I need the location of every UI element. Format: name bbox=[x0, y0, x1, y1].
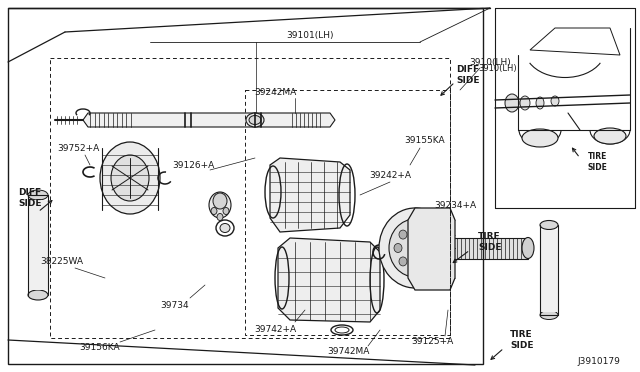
Ellipse shape bbox=[399, 230, 407, 239]
Text: 39234+A: 39234+A bbox=[434, 201, 476, 209]
Ellipse shape bbox=[399, 257, 407, 266]
Ellipse shape bbox=[211, 208, 217, 215]
Text: TIRE
SIDE: TIRE SIDE bbox=[478, 232, 502, 252]
Text: 39752+A: 39752+A bbox=[57, 144, 99, 153]
Ellipse shape bbox=[213, 193, 227, 209]
Bar bbox=[8, 8, 483, 364]
Text: TIRE
SIDE: TIRE SIDE bbox=[510, 330, 534, 350]
Ellipse shape bbox=[522, 129, 558, 147]
Text: 39156KA: 39156KA bbox=[80, 343, 120, 353]
Ellipse shape bbox=[411, 224, 419, 234]
Bar bbox=[450, 238, 528, 259]
Ellipse shape bbox=[246, 113, 264, 127]
Bar bbox=[28, 200, 48, 290]
Ellipse shape bbox=[216, 220, 234, 236]
Text: 39242MA: 39242MA bbox=[254, 87, 296, 96]
Ellipse shape bbox=[209, 192, 231, 218]
Text: TIRE
SIDE: TIRE SIDE bbox=[588, 152, 608, 172]
Polygon shape bbox=[270, 158, 350, 232]
Bar bbox=[540, 230, 558, 312]
Ellipse shape bbox=[220, 224, 230, 232]
Ellipse shape bbox=[536, 97, 544, 109]
Ellipse shape bbox=[249, 115, 261, 125]
Ellipse shape bbox=[540, 311, 558, 320]
Ellipse shape bbox=[520, 96, 530, 110]
Text: 39155KA: 39155KA bbox=[404, 135, 445, 144]
Text: 39242+A: 39242+A bbox=[369, 170, 411, 180]
Ellipse shape bbox=[551, 96, 559, 106]
Polygon shape bbox=[408, 208, 455, 290]
Ellipse shape bbox=[28, 290, 48, 300]
Text: 3910(LH): 3910(LH) bbox=[469, 58, 511, 67]
Ellipse shape bbox=[111, 155, 149, 201]
Ellipse shape bbox=[100, 142, 160, 214]
Ellipse shape bbox=[423, 257, 431, 266]
Ellipse shape bbox=[594, 128, 626, 144]
Ellipse shape bbox=[428, 244, 436, 253]
Text: J3910179: J3910179 bbox=[577, 357, 620, 366]
Text: 39126+A: 39126+A bbox=[172, 160, 214, 170]
Text: DIFF
SIDE: DIFF SIDE bbox=[456, 65, 480, 85]
Polygon shape bbox=[83, 113, 335, 127]
Ellipse shape bbox=[411, 263, 419, 272]
Text: 39734: 39734 bbox=[161, 301, 189, 310]
Text: 3910(LH): 3910(LH) bbox=[479, 64, 517, 73]
Ellipse shape bbox=[379, 208, 451, 288]
Ellipse shape bbox=[505, 94, 519, 112]
Polygon shape bbox=[278, 238, 380, 322]
Text: 39742+A: 39742+A bbox=[254, 326, 296, 334]
Ellipse shape bbox=[394, 244, 402, 253]
Text: DIFF
SIDE: DIFF SIDE bbox=[18, 188, 42, 208]
Bar bbox=[245, 90, 450, 335]
Text: 39125+A: 39125+A bbox=[411, 337, 453, 346]
Ellipse shape bbox=[28, 190, 48, 200]
Ellipse shape bbox=[423, 230, 431, 239]
Ellipse shape bbox=[540, 221, 558, 230]
Ellipse shape bbox=[223, 208, 229, 215]
Ellipse shape bbox=[217, 214, 223, 221]
Text: 38225WA: 38225WA bbox=[40, 257, 83, 266]
Text: 39101(LH): 39101(LH) bbox=[286, 31, 333, 39]
Bar bbox=[50, 58, 450, 338]
Ellipse shape bbox=[389, 219, 441, 277]
Text: 39742MA: 39742MA bbox=[327, 347, 369, 356]
Ellipse shape bbox=[522, 237, 534, 259]
